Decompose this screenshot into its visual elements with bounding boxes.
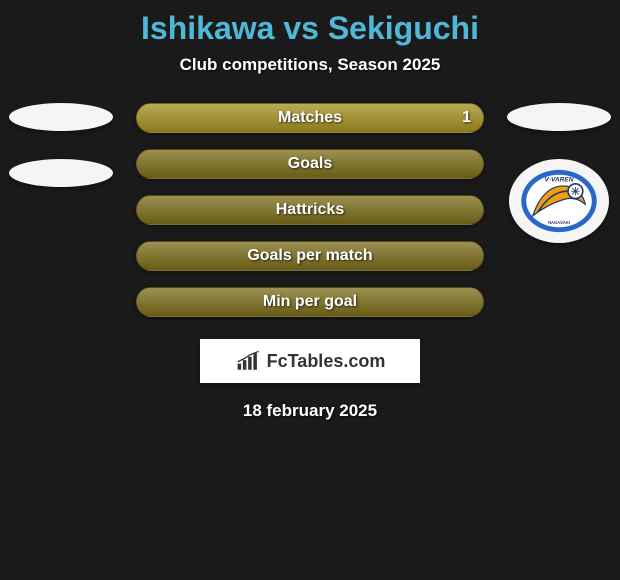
stat-bar-hattricks: Hattricks: [136, 195, 484, 225]
stat-label: Hattricks: [276, 201, 344, 219]
club-badge-right: V·VAREN NAGASAKI: [509, 159, 609, 243]
stat-bar-matches: Matches 1: [136, 103, 484, 133]
svg-text:NAGASAKI: NAGASAKI: [548, 220, 570, 225]
watermark-text: FcTables.com: [267, 351, 386, 372]
date-label: 18 february 2025: [0, 401, 620, 421]
stat-bar-min-per-goal: Min per goal: [136, 287, 484, 317]
club-logo-icon: V·VAREN NAGASAKI: [518, 166, 600, 236]
comparison-card: Ishikawa vs Sekiguchi Club competitions,…: [0, 0, 620, 421]
stat-bar-goals: Goals: [136, 149, 484, 179]
page-title: Ishikawa vs Sekiguchi: [0, 10, 620, 47]
player-avatar-left: [9, 103, 113, 131]
left-avatar-column: [6, 103, 116, 187]
stat-label: Matches: [278, 109, 342, 127]
stat-label: Goals per match: [247, 247, 372, 265]
stat-bars: Matches 1 Goals Hattricks Goals per match Min…: [136, 103, 484, 317]
subtitle: Club competitions, Season 2025: [0, 55, 620, 75]
stat-bar-goals-per-match: Goals per match: [136, 241, 484, 271]
svg-text:V·VAREN: V·VAREN: [545, 176, 574, 183]
player-avatar-right: [507, 103, 611, 131]
club-avatar-left: [9, 159, 113, 187]
bar-chart-icon: [235, 350, 263, 372]
stats-area: V·VAREN NAGASAKI Matches 1 Goals Hattricks G…: [0, 103, 620, 317]
stat-label: Goals: [288, 155, 332, 173]
stat-label: Min per goal: [263, 293, 357, 311]
watermark: FcTables.com: [200, 339, 420, 383]
right-avatar-column: V·VAREN NAGASAKI: [504, 103, 614, 243]
stat-value-right: 1: [462, 109, 471, 127]
